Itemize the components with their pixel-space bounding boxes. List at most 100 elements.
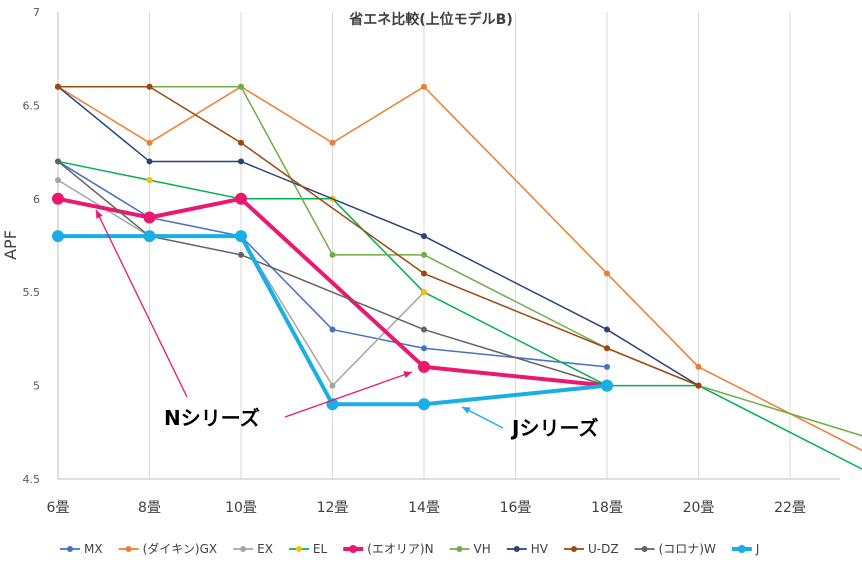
data-point — [695, 363, 702, 370]
data-point — [146, 139, 153, 146]
legend-entry: U-DZ — [564, 542, 619, 556]
data-point — [52, 192, 64, 205]
legend-label: J — [755, 542, 760, 556]
legend-swatch-marker — [641, 546, 648, 552]
series-segment — [606, 328, 700, 387]
series-segment — [697, 384, 862, 470]
legend-label: EX — [257, 542, 273, 556]
x-tick-label: 14畳 — [408, 500, 440, 516]
data-point — [146, 83, 153, 90]
y-tick-label: 6.5 — [23, 99, 41, 112]
series-segment — [423, 235, 608, 331]
axes: 4.5 5 5.5 6 6.5 7 6畳 8畳 10畳 12畳 14畳 16畳 18畳 20畳 22畳 — [23, 6, 840, 516]
series-el-line — [55, 158, 862, 470]
legend-label: (エオリア)N — [367, 542, 433, 556]
n-arrow-to-14-head — [403, 371, 412, 378]
legend-label: EL — [313, 542, 328, 556]
data-point — [421, 345, 427, 352]
series-segment — [57, 160, 151, 237]
series-segment — [423, 328, 608, 387]
data-point — [695, 382, 702, 389]
legend-entry: EL — [288, 542, 328, 556]
legend-entry: EX — [233, 542, 273, 556]
series-segment — [697, 366, 862, 452]
data-point — [418, 360, 430, 373]
series-segment — [57, 85, 151, 163]
series-4 — [52, 192, 613, 392]
x-tick-label: 20畳 — [683, 500, 715, 516]
legend-entry: VH — [449, 542, 491, 556]
data-point — [235, 192, 247, 205]
series-segment — [423, 291, 608, 387]
legend-entry: HV — [506, 542, 549, 556]
data-point — [143, 230, 156, 243]
series-segment — [148, 85, 242, 144]
series-segment — [148, 179, 242, 200]
series-segment — [240, 254, 425, 331]
data-point — [238, 139, 244, 146]
series-segment — [697, 384, 862, 437]
data-point — [604, 363, 610, 370]
legend-swatch-marker — [67, 546, 73, 552]
x-tick-label: 10畳 — [225, 500, 257, 516]
series-segment — [423, 85, 608, 275]
data-point — [55, 158, 61, 165]
series-segment — [147, 196, 243, 220]
j-arrow-head — [462, 407, 471, 414]
legend-entry: (エオリア)N — [343, 542, 434, 556]
series-segment — [423, 254, 608, 349]
series-segment — [331, 85, 425, 144]
legend-swatch-marker — [513, 546, 520, 552]
data-point — [329, 139, 336, 146]
series-7 — [55, 83, 702, 389]
legend-label: U-DZ — [588, 542, 619, 556]
legend-label: (ダイキン)GX — [143, 541, 218, 556]
series-9 — [52, 230, 613, 411]
n-arrow-to-6 — [95, 209, 188, 398]
legend-entry: MX — [60, 542, 103, 556]
data-point — [604, 326, 610, 333]
series-lines — [52, 83, 862, 470]
data-point — [421, 251, 427, 258]
series-segment — [56, 196, 152, 220]
series-segment — [57, 160, 151, 219]
series-segment — [423, 272, 608, 349]
legend-swatch-marker — [349, 545, 358, 553]
legend-label: HV — [531, 542, 549, 556]
data-point — [604, 270, 610, 277]
x-tick-label: 6畳 — [47, 500, 70, 516]
legend-swatch-marker — [456, 546, 463, 552]
chart-title: 省エネ比較(上位モデルB) — [348, 11, 512, 28]
legend-entry: (ダイキン)GX — [118, 541, 218, 556]
series-segment — [240, 235, 334, 331]
y-tick-label: 5 — [33, 380, 40, 393]
x-tick-label: 16畳 — [500, 500, 532, 516]
y-tick-label: 5.5 — [23, 286, 41, 299]
data-point — [238, 83, 244, 90]
y-axis-label: APF — [1, 230, 20, 260]
y-tick-label: 7 — [33, 6, 40, 19]
series-segment — [57, 160, 151, 181]
data-point — [421, 326, 427, 333]
series-segment — [331, 198, 425, 293]
data-point — [52, 230, 64, 243]
data-point — [329, 251, 336, 258]
legend-entry: (コロナ)W — [634, 542, 716, 556]
n-arrow-to-6-head — [96, 210, 103, 219]
legend-label: VH — [474, 542, 491, 556]
data-point — [421, 233, 427, 240]
data-point — [55, 83, 61, 90]
series-8 — [55, 158, 610, 389]
data-point — [329, 382, 336, 389]
series-segment — [422, 364, 609, 388]
series-segment — [240, 85, 334, 144]
data-point — [55, 177, 61, 184]
legend-swatch-marker — [240, 546, 247, 552]
series-segment — [240, 85, 334, 256]
series-segment — [422, 383, 609, 407]
legend-swatch-marker — [571, 546, 578, 552]
series-segment — [606, 347, 700, 387]
legend-label: MX — [84, 542, 103, 556]
legend-swatch-marker — [737, 545, 746, 553]
legend: MX (ダイキン)GX EX EL (エオリア)N VH HV U-DZ (コロナ)W J — [60, 541, 759, 556]
